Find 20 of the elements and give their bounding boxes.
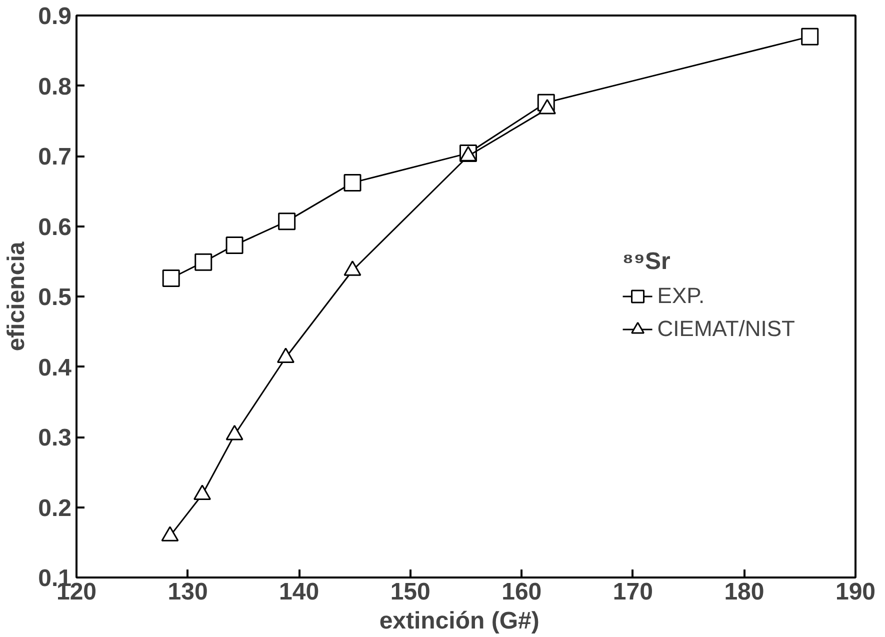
y-axis-title: eficiencia <box>3 241 30 352</box>
x-tick-label: 130 <box>168 578 208 606</box>
y-tick-label: 0.4 <box>38 354 72 382</box>
x-tick-label: 140 <box>279 578 320 606</box>
legend-label: EXP. <box>657 283 705 309</box>
x-tick-label: 150 <box>390 578 430 606</box>
y-tick-label: 0.6 <box>38 214 72 241</box>
y-tick-label: 0.9 <box>38 3 72 30</box>
y-tick-label: 0.2 <box>38 494 72 522</box>
x-tick-label: 180 <box>724 578 764 606</box>
x-axis-title: extinción (G#) <box>379 608 540 634</box>
x-tick-label: 170 <box>612 578 653 606</box>
y-tick-label: 0.8 <box>38 73 72 100</box>
y-tick-label: 0.7 <box>38 144 72 170</box>
y-tick-label: 0.5 <box>38 284 72 311</box>
legend-label: CIEMAT/NIST <box>657 316 795 342</box>
legend-title: ⁸⁹Sr <box>622 248 672 276</box>
y-tick-label: 0.3 <box>38 424 72 452</box>
x-tick-label: 190 <box>835 578 876 606</box>
x-tick-label: 160 <box>502 578 542 606</box>
